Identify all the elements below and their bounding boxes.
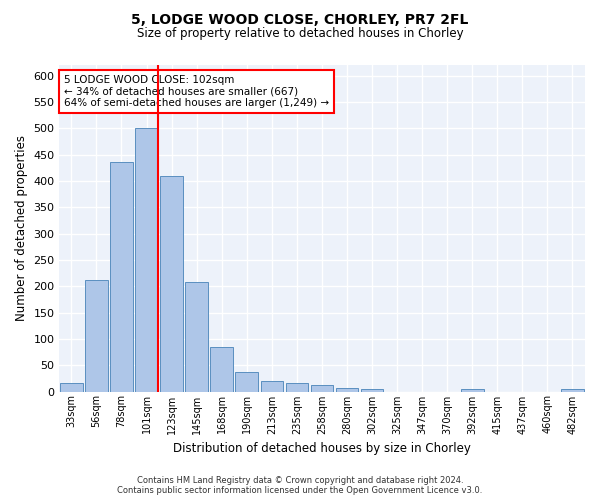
- Bar: [85, 280, 108, 392]
- Bar: [561, 389, 584, 392]
- Text: 5, LODGE WOOD CLOSE, CHORLEY, PR7 2FL: 5, LODGE WOOD CLOSE, CHORLEY, PR7 2FL: [131, 12, 469, 26]
- Bar: [211, 348, 233, 392]
- Bar: [311, 385, 333, 392]
- X-axis label: Distribution of detached houses by size in Chorley: Distribution of detached houses by size …: [173, 442, 471, 455]
- Y-axis label: Number of detached properties: Number of detached properties: [15, 136, 28, 322]
- Bar: [286, 382, 308, 392]
- Text: 5 LODGE WOOD CLOSE: 102sqm
← 34% of detached houses are smaller (667)
64% of sem: 5 LODGE WOOD CLOSE: 102sqm ← 34% of deta…: [64, 75, 329, 108]
- Bar: [60, 382, 83, 392]
- Bar: [461, 389, 484, 392]
- Text: Contains HM Land Registry data © Crown copyright and database right 2024.
Contai: Contains HM Land Registry data © Crown c…: [118, 476, 482, 495]
- Bar: [235, 372, 258, 392]
- Bar: [361, 389, 383, 392]
- Bar: [160, 176, 183, 392]
- Bar: [185, 282, 208, 392]
- Text: Size of property relative to detached houses in Chorley: Size of property relative to detached ho…: [137, 28, 463, 40]
- Bar: [135, 128, 158, 392]
- Bar: [110, 162, 133, 392]
- Bar: [260, 381, 283, 392]
- Bar: [336, 388, 358, 392]
